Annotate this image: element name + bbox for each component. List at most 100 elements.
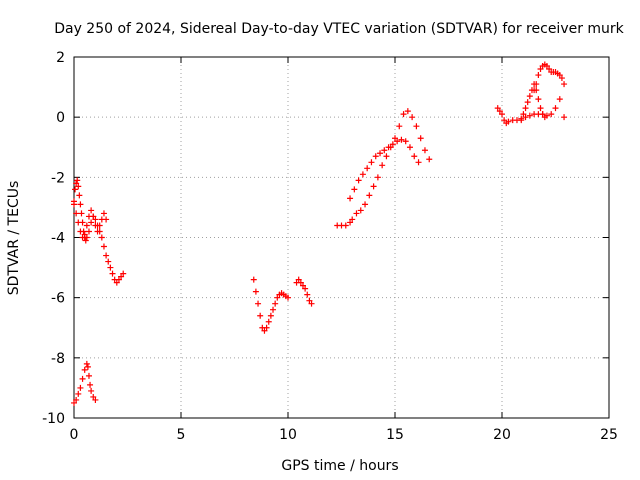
y-tick-label: -2	[51, 170, 65, 186]
data-point	[92, 396, 99, 403]
data-point	[558, 75, 565, 82]
data-point	[92, 216, 99, 223]
x-tick-label: 25	[600, 427, 618, 443]
data-point	[379, 162, 386, 169]
data-point	[85, 372, 92, 379]
data-point	[90, 393, 97, 400]
data-point	[377, 150, 384, 157]
data-point	[351, 186, 358, 193]
data-point	[501, 117, 508, 124]
data-point	[74, 177, 81, 184]
data-point	[402, 138, 409, 145]
data-point	[541, 114, 548, 121]
data-point	[88, 387, 95, 394]
data-point	[98, 234, 105, 241]
data-point	[265, 318, 272, 325]
data-point	[263, 324, 270, 331]
data-point	[72, 186, 79, 193]
data-point	[87, 381, 94, 388]
data-point	[73, 396, 80, 403]
data-point	[385, 144, 392, 151]
data-point	[71, 399, 77, 406]
data-point	[90, 213, 97, 220]
data-point	[73, 180, 80, 187]
x-tick-label: 5	[177, 427, 186, 443]
data-point	[267, 312, 274, 319]
y-tick-label: -4	[51, 231, 65, 247]
data-point	[88, 207, 95, 214]
data-point	[372, 153, 379, 160]
data-point	[406, 144, 413, 151]
data-point	[355, 177, 362, 184]
data-point	[274, 294, 281, 301]
data-point	[96, 222, 103, 229]
data-point	[272, 300, 279, 307]
data-point	[543, 63, 550, 70]
data-point	[81, 366, 88, 373]
chart-title: Day 250 of 2024, Sidereal Day-to-day VTE…	[54, 21, 624, 37]
data-point	[392, 135, 398, 142]
data-point	[499, 111, 505, 118]
data-point	[561, 114, 568, 121]
data-point	[374, 174, 381, 181]
data-point	[505, 118, 512, 125]
data-point	[556, 72, 563, 79]
x-tick-label: 15	[386, 427, 404, 443]
data-point	[531, 87, 538, 94]
y-tick-label: -6	[51, 291, 65, 307]
data-point	[76, 192, 83, 199]
y-tick-label: -8	[51, 351, 65, 367]
data-point	[118, 273, 125, 280]
y-axis-label: SDTVAR / TECUs	[6, 181, 22, 296]
data-point	[364, 165, 371, 172]
data-point	[404, 108, 411, 115]
y-tick-label: -10	[42, 411, 65, 427]
data-point	[522, 105, 529, 112]
data-point	[75, 219, 82, 226]
data-point	[295, 276, 302, 283]
data-point	[94, 228, 101, 235]
data-point	[85, 228, 92, 235]
data-point	[347, 195, 354, 202]
data-point	[381, 147, 388, 154]
data-point	[359, 171, 366, 178]
data-point	[82, 237, 89, 244]
data-point	[389, 141, 396, 148]
data-point	[308, 300, 315, 307]
data-point	[421, 147, 428, 154]
data-point	[522, 114, 529, 121]
data-point	[396, 123, 403, 130]
data-point	[73, 210, 80, 217]
data-point	[394, 138, 401, 145]
data-points	[71, 61, 568, 406]
data-point	[78, 210, 85, 217]
y-tick-label: 2	[56, 50, 65, 66]
data-point	[270, 306, 277, 313]
data-point	[302, 285, 309, 292]
data-point	[299, 282, 306, 289]
x-axis-label: GPS time / hours	[281, 458, 398, 474]
data-point	[120, 270, 127, 277]
data-point	[285, 294, 291, 301]
y-tick-label: 0	[56, 110, 65, 126]
data-point	[537, 105, 544, 112]
data-point	[77, 384, 84, 391]
data-point	[342, 222, 349, 229]
x-tick-label: 20	[493, 427, 511, 443]
data-point	[103, 216, 110, 223]
data-point	[533, 81, 540, 88]
data-point	[79, 375, 86, 382]
data-point	[518, 117, 525, 124]
data-point	[362, 201, 369, 208]
data-point	[100, 243, 107, 250]
tick-labels: 0 5 10 15 20 25 -10 -8 -6 -4 -2 0 2	[42, 50, 618, 443]
x-tick-label: 0	[70, 427, 79, 443]
data-point	[539, 111, 546, 118]
data-point	[75, 183, 82, 190]
data-point	[297, 279, 304, 286]
data-point	[526, 93, 533, 100]
data-point	[79, 234, 86, 241]
data-point	[494, 105, 501, 112]
data-point	[113, 279, 120, 286]
